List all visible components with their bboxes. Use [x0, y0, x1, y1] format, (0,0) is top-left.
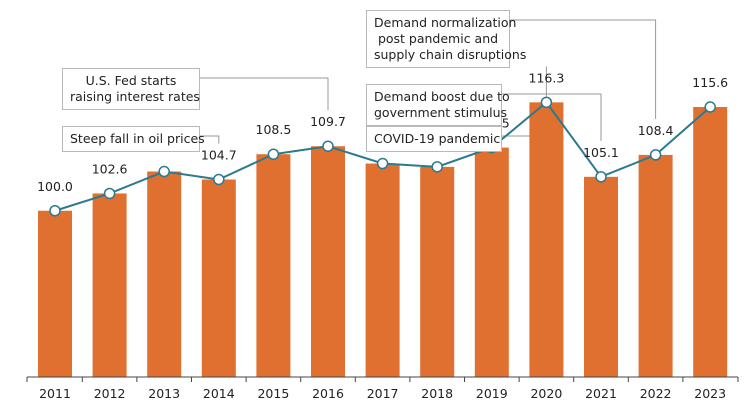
value-label: 105.1 — [583, 145, 619, 160]
annotation-text-line: post pandemic and — [377, 31, 499, 46]
annotation-box-2020: COVID-19 pandemic — [366, 126, 502, 152]
x-tick-labels-group: 2011 2012 2013 2014 2015 2016 2017 2018 2019 2020… — [39, 386, 726, 401]
bar-2021 — [584, 176, 618, 377]
marker-2018 — [431, 161, 443, 173]
bars-group — [38, 102, 728, 377]
x-tick-label: 2011 — [39, 386, 71, 401]
annotation-text-line: Demand boost due to — [374, 89, 510, 104]
annotation-text-line: U.S. Fed starts — [85, 73, 177, 88]
annotation-text-line: Demand normalization — [374, 15, 517, 30]
bar-2012 — [92, 193, 127, 377]
value-label: 104.7 — [201, 147, 237, 162]
x-tick-label: 2017 — [367, 386, 399, 401]
annotation-box-2021: Demand boost due to government stimulus — [366, 84, 510, 126]
bar-2014 — [201, 179, 236, 377]
value-label: 108.4 — [638, 123, 674, 138]
marker-2011 — [49, 205, 61, 217]
markers-group — [49, 96, 716, 217]
marker-2021 — [595, 171, 607, 183]
x-tick-label: 2018 — [421, 386, 453, 401]
annotation-box-2014: Steep fall in oil prices — [62, 126, 205, 152]
x-tick-label: 2012 — [94, 386, 126, 401]
annotation-text-line: Steep fall in oil prices — [70, 131, 205, 146]
marker-2015 — [267, 148, 280, 160]
x-tick-label: 2016 — [312, 386, 344, 401]
marker-2023 — [704, 101, 716, 113]
connector-2014 — [200, 135, 220, 144]
bar-2018 — [420, 166, 455, 377]
bar-2017 — [365, 163, 400, 377]
connector-2022 — [510, 19, 657, 119]
x-tick-label: 2020 — [530, 386, 562, 401]
x-tick-label: 2019 — [476, 386, 508, 401]
x-tick-label: 2014 — [203, 386, 235, 401]
marker-2016 — [322, 140, 334, 152]
x-tick-label: 2015 — [257, 386, 289, 401]
x-tick-label: 2023 — [694, 386, 726, 401]
annotation-text-line: COVID-19 pandemic — [374, 131, 501, 146]
x-tick-label: 2021 — [585, 386, 617, 401]
bar-2020 — [529, 102, 564, 377]
bar-2013 — [147, 171, 182, 377]
annotation-box-2016: U.S. Fed starts raising interest rates — [62, 68, 200, 110]
annotation-text-line: government stimulus — [374, 105, 508, 120]
marker-2022 — [649, 149, 662, 161]
x-tick-label: 2022 — [640, 386, 672, 401]
annotation-text-line: supply chain disruptions — [374, 47, 527, 62]
value-label: 108.5 — [256, 122, 292, 137]
value-label: 102.6 — [92, 161, 128, 176]
bar-2019 — [474, 147, 509, 377]
marker-2012 — [103, 187, 116, 200]
value-label: 109.7 — [310, 114, 346, 129]
x-ticks-group — [26, 377, 739, 382]
marker-2020 — [540, 96, 553, 109]
x-tick-label: 2013 — [148, 386, 180, 401]
value-label: 100.0 — [37, 179, 73, 194]
connector-2016 — [200, 77, 329, 111]
marker-2013 — [158, 165, 170, 178]
annotation-box-2022: Demand normalization post pandemic and sup… — [366, 10, 527, 68]
bar-2016 — [311, 146, 345, 377]
connector-2021 — [502, 93, 602, 141]
bar-2011 — [38, 210, 72, 377]
marker-2017 — [376, 157, 389, 170]
annotation-text-line: raising interest rates — [70, 89, 200, 104]
bar-2022 — [638, 154, 673, 377]
value-label: 115.6 — [692, 75, 728, 90]
bar-2015 — [256, 154, 291, 377]
marker-2014 — [213, 173, 225, 186]
value-label: 116.3 — [529, 70, 565, 85]
bar-2023 — [693, 107, 728, 377]
